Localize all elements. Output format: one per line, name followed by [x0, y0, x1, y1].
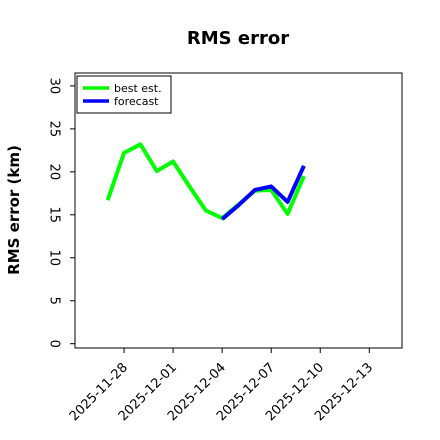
legend-box [76, 75, 172, 114]
y-tick-label: 30 [46, 78, 61, 95]
y-tick-label: 15 [46, 207, 61, 224]
series-line-forecast [220, 164, 306, 221]
plot-area [74, 72, 403, 349]
y-axis: 0 5 10 15 20 25 30 [46, 78, 75, 348]
plot-frame [74, 72, 403, 349]
y-tick-label: 25 [46, 121, 61, 138]
y-tick-label: 0 [46, 340, 61, 348]
series-layer [105, 142, 306, 221]
y-axis-label: RMS error (km) [5, 145, 23, 275]
y-tick-label: 5 [46, 297, 61, 305]
legend-label-best-est: best est. [114, 82, 162, 95]
legend: best est. forecast [76, 75, 172, 114]
y-tick-label: 10 [46, 249, 61, 266]
series-line-best-est [105, 142, 306, 221]
x-axis: 2025-11-282025-12-012025-12-042025-12-07… [67, 348, 376, 424]
y-tick-label: 20 [46, 164, 61, 181]
chart-title: RMS error [187, 28, 289, 49]
legend-label-forecast: forecast [114, 95, 159, 108]
